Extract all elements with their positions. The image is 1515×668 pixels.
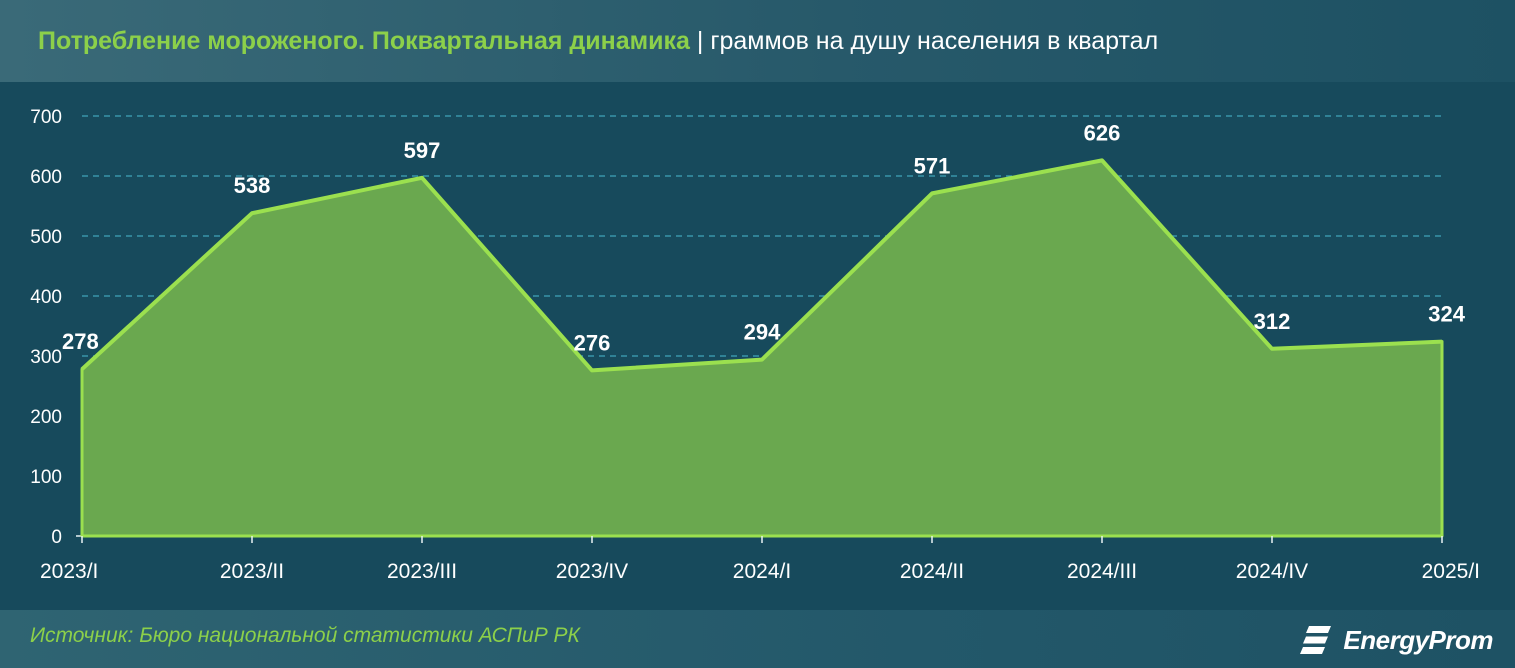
y-tick-label: 200 bbox=[30, 407, 62, 428]
chart-subtitle: граммов на душу населения в квартал bbox=[710, 27, 1159, 55]
y-tick-label: 500 bbox=[30, 227, 62, 248]
x-tick-label: 2024/II bbox=[900, 560, 964, 583]
x-tick-label: 2023/III bbox=[387, 560, 457, 583]
data-label: 571 bbox=[914, 153, 951, 178]
data-point bbox=[760, 358, 764, 362]
data-point bbox=[930, 191, 934, 195]
area-fill bbox=[80, 158, 1444, 538]
y-tick-label: 600 bbox=[30, 167, 62, 188]
source-note: Источник: Бюро национальной статистики А… bbox=[30, 624, 580, 647]
data-label: 324 bbox=[1428, 302, 1465, 327]
title-separator: | bbox=[696, 27, 704, 55]
y-tick-label: 400 bbox=[30, 287, 62, 308]
x-tick-label: 2025/I bbox=[1422, 560, 1480, 583]
chart-title: Потребление мороженого. Поквартальная ди… bbox=[38, 24, 1158, 58]
x-tick-label: 2024/I bbox=[733, 560, 791, 583]
x-tick-label: 2024/IV bbox=[1236, 560, 1308, 583]
x-tick-label: 2023/II bbox=[220, 560, 284, 583]
data-label: 294 bbox=[744, 320, 781, 345]
data-point bbox=[80, 367, 84, 371]
logo-text: EnergyProm bbox=[1343, 624, 1493, 655]
area-series bbox=[80, 158, 1444, 538]
data-labels: 278 538 597 276 294 571 626 312 324 bbox=[62, 120, 1466, 355]
y-tick-label: 700 bbox=[30, 107, 62, 128]
x-tick-label: 2023/IV bbox=[556, 560, 628, 583]
brand-logo: EnergyProm bbox=[1299, 620, 1493, 660]
data-point bbox=[590, 368, 594, 372]
x-tick-label: 2023/I bbox=[40, 560, 98, 583]
data-point bbox=[250, 211, 254, 215]
y-axis-ticks: 0 100 200 300 400 500 600 700 bbox=[30, 107, 62, 548]
data-label: 276 bbox=[574, 330, 611, 355]
data-label: 278 bbox=[62, 329, 99, 354]
data-label: 626 bbox=[1084, 120, 1121, 145]
chart-footer: Источник: Бюро национальной статистики А… bbox=[0, 610, 1515, 668]
chart-title-main: Потребление мороженого. Поквартальная ди… bbox=[38, 27, 690, 55]
data-label: 538 bbox=[234, 173, 271, 198]
y-tick-label: 300 bbox=[30, 347, 62, 368]
data-point bbox=[1270, 347, 1274, 351]
y-tick-label: 100 bbox=[30, 467, 62, 488]
x-axis-ticks: 2023/I 2023/II 2023/III 2023/IV 2024/I 2024/I… bbox=[40, 536, 1480, 583]
data-point bbox=[1440, 340, 1444, 344]
x-tick-label: 2024/III bbox=[1067, 560, 1137, 583]
chart-area: 0 100 200 300 400 500 600 700 2023/I 2023/II 2023… bbox=[0, 82, 1515, 610]
chart-header: Потребление мороженого. Поквартальная ди… bbox=[0, 0, 1515, 82]
y-tick-label: 0 bbox=[51, 527, 62, 548]
data-point bbox=[1100, 158, 1104, 162]
data-label: 312 bbox=[1254, 309, 1291, 334]
data-label: 597 bbox=[404, 138, 441, 163]
energyprom-logo-icon bbox=[1300, 626, 1332, 654]
data-point bbox=[420, 176, 424, 180]
